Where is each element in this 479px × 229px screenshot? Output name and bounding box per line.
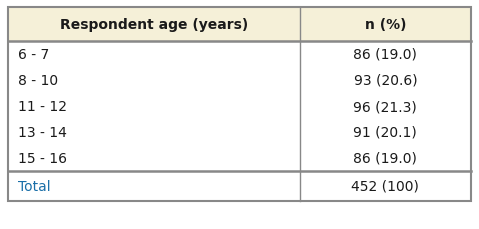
Bar (8, 8, 471, 42)
Bar (8, 145, 471, 171)
Text: 11 - 12: 11 - 12 (18, 100, 67, 114)
Text: 15 - 16: 15 - 16 (18, 151, 67, 165)
Bar (8, 120, 471, 145)
Text: 6 - 7: 6 - 7 (18, 48, 49, 62)
Text: 8 - 10: 8 - 10 (18, 74, 58, 88)
Text: 13 - 14: 13 - 14 (18, 125, 67, 139)
Text: 93 (20.6): 93 (20.6) (354, 74, 417, 88)
Text: 86 (19.0): 86 (19.0) (354, 151, 417, 165)
Text: Respondent age (years): Respondent age (years) (60, 18, 248, 32)
Bar (8, 171, 471, 201)
Text: 96 (21.3): 96 (21.3) (354, 100, 417, 114)
Text: Total: Total (18, 179, 51, 193)
Text: 86 (19.0): 86 (19.0) (354, 48, 417, 62)
Bar (8, 68, 471, 94)
Text: 452 (100): 452 (100) (352, 179, 419, 193)
Bar (8, 42, 471, 68)
Text: n (%): n (%) (365, 18, 406, 32)
Bar (8, 94, 471, 120)
Bar (8, 8, 471, 201)
Text: 91 (20.1): 91 (20.1) (354, 125, 417, 139)
